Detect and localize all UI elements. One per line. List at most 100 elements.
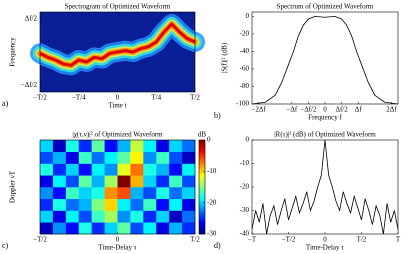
colorbar-step: [199, 172, 205, 176]
colorbar-step: [199, 151, 205, 155]
heatmap-cell: [104, 140, 118, 153]
heatmap-cell: [130, 210, 144, 223]
y-tick-label: 0: [246, 12, 250, 20]
heatmap-cell: [156, 198, 170, 211]
colorbar-step: [199, 144, 205, 148]
x-tick-label: −T/2: [282, 236, 296, 244]
heatmap-cell: [143, 198, 157, 211]
colorbar-step: [199, 140, 205, 143]
colorbar-frame: [198, 139, 206, 235]
heatmap-cell: [65, 175, 80, 188]
colorbar-step: [199, 203, 205, 207]
y-tick-label: -80: [240, 82, 250, 90]
heatmap-cell: [40, 210, 54, 223]
ridge-line: [39, 22, 196, 67]
x-tick-label: −2Δf: [251, 106, 266, 114]
heatmap-cell: [156, 163, 170, 176]
colorbar-step: [199, 212, 205, 216]
colorbar-step: [199, 222, 205, 225]
heatmap-cell: [104, 222, 118, 235]
heatmap-cell: [40, 198, 54, 211]
colorbar-label: dB: [198, 131, 207, 139]
colorbar-step: [199, 194, 205, 197]
heatmap-cell: [169, 175, 183, 188]
plot-frame: [251, 11, 399, 105]
y-axis-label: Doppler νT: [9, 170, 17, 203]
heatmap-cell: [143, 163, 157, 176]
heatmap-cell: [40, 140, 54, 153]
heatmap-cell: [169, 140, 183, 153]
heatmap-cell: [91, 163, 105, 176]
x-tick-label: 0: [116, 236, 120, 244]
heatmap-cell: [78, 140, 92, 153]
heatmap-cell: [65, 187, 80, 200]
heatmap-cell: [156, 210, 170, 223]
colorbar-tick-label: -30: [207, 230, 217, 238]
colorbar-step: [199, 184, 205, 188]
heatmap-cell: [40, 163, 54, 176]
heatmap-cell: [65, 163, 80, 176]
heatmap-cell: [169, 198, 183, 211]
panel-label: b): [214, 111, 221, 120]
heatmap-cell: [40, 222, 54, 235]
heatmap-cell: [156, 222, 170, 235]
heatmap-cell: [91, 222, 105, 235]
colorbar-step: [199, 191, 205, 195]
y-tick-label: −Δf/2: [21, 81, 38, 89]
colorbar-step: [199, 147, 205, 150]
x-axis-label: Time t: [108, 102, 126, 110]
heatmap-cell: [104, 163, 118, 176]
heatmap-cell: [169, 187, 183, 200]
colorbar-step: [199, 198, 205, 202]
heatmap-cell: [91, 187, 105, 200]
colorbar-step: [199, 205, 205, 209]
y-tick-label: Δf/2: [25, 14, 38, 22]
heatmap-cell: [52, 163, 67, 176]
colorbar-step: [199, 154, 205, 157]
y-tick-label: -30: [240, 206, 250, 214]
panel-label: d): [214, 241, 221, 250]
heatmap-cell: [117, 210, 131, 223]
heatmap-cell: [78, 163, 92, 176]
heatmap-cell: [104, 198, 118, 211]
colorbar-step: [199, 158, 205, 162]
y-tick-label: -100: [236, 100, 249, 108]
colorbar-step: [199, 189, 205, 192]
heatmap-cell: [182, 163, 196, 176]
chart-title: Spectrogram of Optimized Waveform: [65, 3, 171, 11]
heatmap-cell: [143, 210, 157, 223]
x-tick-label: −T: [248, 236, 257, 244]
x-tick-label: T: [396, 236, 401, 244]
heatmap-cell: [52, 140, 67, 153]
heatmap-cell: [117, 163, 131, 176]
heatmap-cell: [169, 151, 183, 164]
colorbar-tick-label: 0: [207, 136, 211, 144]
colorbar-step: [199, 210, 205, 214]
heatmap-cell: [91, 140, 105, 153]
x-tick-label: 0: [323, 106, 327, 114]
colorbar-step: [199, 187, 205, 190]
heatmap-cell: [169, 163, 183, 176]
heatmap-cell: [156, 140, 170, 153]
y-axis-label: Frequency: [9, 37, 17, 67]
colorbar-step: [199, 229, 205, 232]
colorbar-step: [199, 182, 205, 185]
heatmap-cell: [117, 222, 131, 235]
heatmap-cell: [156, 175, 170, 188]
heatmap-cell: [91, 175, 105, 188]
heatmap-cell: [52, 198, 67, 211]
colorbar-step: [199, 226, 205, 230]
heatmap-cell: [78, 198, 92, 211]
heatmap-cell: [65, 198, 80, 211]
x-tick-label: T/4: [151, 94, 161, 102]
panel-label: a): [2, 99, 9, 108]
heatmap-cell: [143, 175, 157, 188]
heatmap-cell: [169, 222, 183, 235]
plot-frame: [251, 139, 399, 235]
y-tick-label: -20: [240, 30, 250, 38]
heatmap-cell: [182, 198, 196, 211]
heatmap-cell: [91, 210, 105, 223]
x-tick-label: T/2: [190, 94, 200, 102]
data-line: [251, 139, 399, 235]
heatmap-cell: [65, 140, 80, 153]
